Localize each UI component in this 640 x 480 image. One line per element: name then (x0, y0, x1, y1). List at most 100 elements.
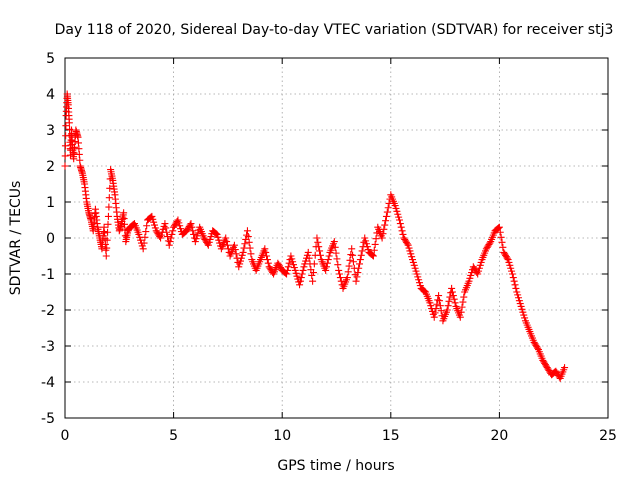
data-point (315, 243, 323, 251)
data-point (263, 256, 271, 264)
data-point (310, 260, 318, 268)
y-tick-label: -2 (41, 303, 55, 319)
data-point (316, 251, 324, 259)
data-point (142, 228, 150, 236)
data-point (223, 238, 231, 246)
data-point (503, 254, 511, 262)
data-point (356, 256, 364, 264)
data-point (380, 225, 388, 233)
data-point (368, 251, 376, 259)
data-point (494, 225, 502, 233)
data-point (534, 344, 542, 352)
grid (65, 58, 608, 418)
data-point (450, 295, 458, 303)
data-point (139, 245, 147, 253)
data-point (348, 245, 356, 253)
data-point (435, 292, 443, 300)
data-point (65, 119, 73, 127)
data-point (244, 233, 252, 241)
data-point (403, 240, 411, 248)
data-point (332, 249, 340, 257)
y-tick-label: 4 (46, 87, 55, 103)
data-point (444, 302, 452, 310)
data-point (354, 269, 362, 277)
data-point (203, 240, 211, 248)
data-point (323, 263, 331, 271)
data-point (323, 259, 331, 267)
data-point (396, 220, 404, 228)
chart-title: Day 118 of 2020, Sidereal Day-to-day VTE… (55, 22, 614, 38)
data-point (106, 184, 114, 192)
data-point (188, 223, 196, 231)
data-point (130, 220, 138, 228)
data-point (298, 270, 306, 278)
data-point (324, 256, 332, 264)
data-point (262, 248, 270, 256)
data-point (166, 238, 174, 246)
data-point (190, 230, 198, 238)
data-point (353, 273, 361, 281)
data-point (456, 313, 464, 321)
data-point (512, 284, 520, 292)
data-point (173, 217, 181, 225)
data-point (162, 224, 170, 232)
data-point (61, 152, 69, 160)
data-point (299, 266, 307, 274)
y-tick-label: 3 (46, 123, 55, 139)
y-tick-label: 0 (46, 231, 55, 247)
data-point (345, 262, 353, 270)
y-tick-label: 1 (46, 195, 55, 211)
x-axis-label: GPS time / hours (277, 458, 394, 474)
data-point (495, 223, 503, 231)
data-point (245, 238, 253, 246)
data-point (164, 233, 172, 241)
data-point (333, 255, 341, 263)
data-point (371, 240, 379, 248)
data-point (347, 251, 355, 259)
data-point (355, 264, 363, 272)
data-point (239, 248, 247, 256)
data-point (473, 269, 481, 277)
data-point (381, 221, 389, 229)
data-point (497, 233, 505, 241)
data-point (352, 277, 360, 285)
data-point (448, 284, 456, 292)
data-point (495, 224, 503, 232)
data-point (370, 246, 378, 254)
data-point (344, 268, 352, 276)
data-point (285, 259, 293, 267)
data-point (378, 234, 386, 242)
data-point (105, 203, 113, 211)
data-point (395, 216, 403, 224)
data-point (168, 230, 176, 238)
data-point (384, 204, 392, 212)
data-point (296, 281, 304, 289)
data-point (104, 212, 112, 220)
data-point (313, 234, 321, 242)
data-point (246, 244, 254, 252)
data-point (498, 238, 506, 246)
data-point (432, 305, 440, 313)
data-point (325, 252, 333, 260)
data-point (61, 142, 69, 150)
data-point (283, 270, 291, 278)
data-point (436, 302, 444, 310)
data-point (314, 238, 322, 246)
data-point (383, 208, 391, 216)
data-point (431, 309, 439, 317)
data-point (357, 251, 365, 259)
data-point (460, 293, 468, 301)
data-point (346, 256, 354, 264)
data-point (334, 261, 342, 269)
data-point (398, 227, 406, 235)
data-point (358, 247, 366, 255)
data-point (379, 230, 387, 238)
data-point (486, 239, 494, 247)
data-point (163, 228, 171, 236)
data-point (240, 244, 248, 252)
data-point (243, 227, 251, 235)
data-point (309, 277, 317, 285)
data-point (223, 241, 231, 249)
data-point (446, 293, 454, 301)
